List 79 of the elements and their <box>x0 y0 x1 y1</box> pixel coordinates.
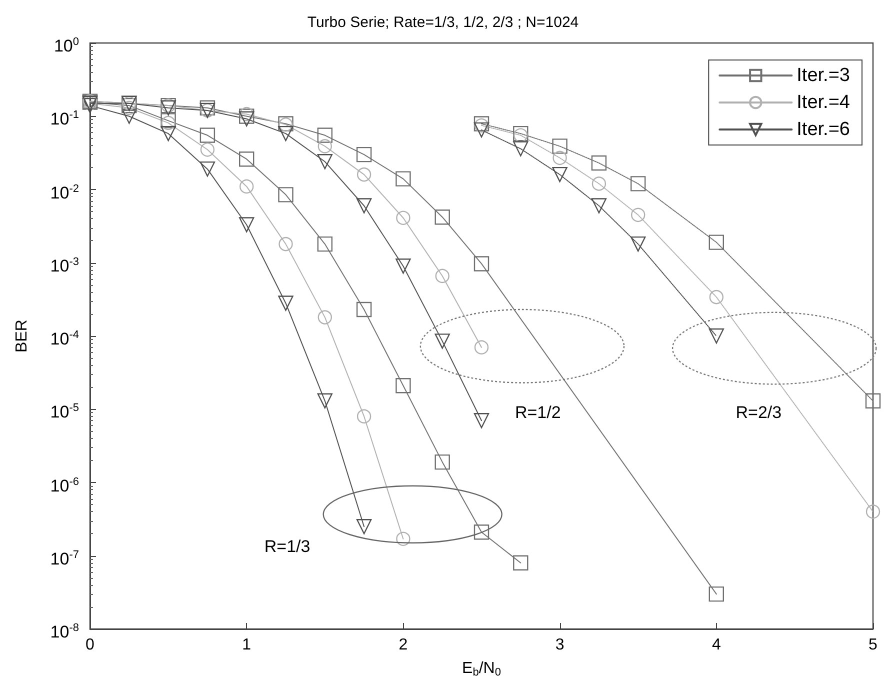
point <box>552 138 568 154</box>
point <box>396 378 411 394</box>
point <box>865 393 881 409</box>
y-tick-label: 10$^{-8}$ <box>50 621 79 643</box>
point <box>708 586 724 602</box>
legend-label: Iter.=4 <box>796 92 850 113</box>
point <box>552 166 568 182</box>
y-tick-label: 10$^{0}$ <box>54 35 79 57</box>
point <box>434 454 450 470</box>
point <box>278 126 294 142</box>
y-tick-label: 10$^{-7}$ <box>50 548 79 570</box>
point <box>356 409 372 424</box>
point <box>317 393 332 409</box>
y-tick-label: 10$^{-6}$ <box>50 474 79 496</box>
point <box>396 532 410 546</box>
annotation: R=1/2 <box>514 402 561 423</box>
point <box>708 234 724 250</box>
point <box>356 302 372 318</box>
point <box>474 122 490 138</box>
point <box>396 258 411 274</box>
y-tick-label: 10$^{-4}$ <box>50 328 79 350</box>
point <box>317 154 332 170</box>
x-tick-label: 0 <box>86 636 95 654</box>
point <box>591 155 607 171</box>
y-axis-title: BER <box>14 320 30 352</box>
point <box>708 328 724 344</box>
point <box>239 152 254 167</box>
point <box>630 236 646 252</box>
point <box>474 524 490 540</box>
point <box>122 100 136 115</box>
point <box>200 161 216 177</box>
point <box>866 504 880 519</box>
point <box>591 198 607 214</box>
point <box>239 217 254 232</box>
point <box>513 555 528 570</box>
point <box>356 198 372 214</box>
point <box>435 268 450 284</box>
point <box>592 176 606 191</box>
point <box>200 142 215 157</box>
point <box>709 290 724 304</box>
point <box>356 519 372 534</box>
legend-label: Iter.=3 <box>796 65 850 86</box>
point <box>122 108 137 124</box>
annotation: R=1/3 <box>264 537 310 558</box>
annotation: R=2/3 <box>736 402 782 423</box>
point <box>317 128 332 143</box>
point <box>396 171 411 186</box>
point <box>474 340 489 354</box>
x-tick-label: 4 <box>712 636 721 654</box>
point <box>356 167 372 182</box>
point <box>434 209 450 225</box>
point <box>278 296 294 311</box>
y-tick-label: 10$^{-1}$ <box>50 108 79 130</box>
x-tick-label: 2 <box>398 636 408 654</box>
point <box>356 146 372 162</box>
point <box>317 236 332 252</box>
chart-title: Turbo Serie; Rate=1/3, 1/2, 2/3 ; N=1024 <box>307 14 579 31</box>
legend-label: Iter.=6 <box>796 119 850 140</box>
point <box>631 208 646 222</box>
point <box>200 128 216 143</box>
point <box>160 126 176 142</box>
point <box>318 310 332 324</box>
point <box>278 187 294 202</box>
x-tick-label: 5 <box>868 636 878 654</box>
y-tick-label: 10$^{-3}$ <box>50 254 79 276</box>
point <box>552 150 567 165</box>
x-tick-label: 3 <box>555 636 564 654</box>
x-tick-label: 1 <box>242 636 252 654</box>
point <box>278 236 293 252</box>
point <box>240 179 254 194</box>
point <box>630 176 646 192</box>
y-tick-label: 10$^{-2}$ <box>50 182 79 204</box>
point <box>396 210 410 225</box>
point <box>474 256 490 272</box>
y-tick-label: 10$^{-5}$ <box>50 401 79 423</box>
point <box>434 334 450 349</box>
point <box>318 139 332 154</box>
point <box>474 412 490 428</box>
point <box>513 141 528 156</box>
